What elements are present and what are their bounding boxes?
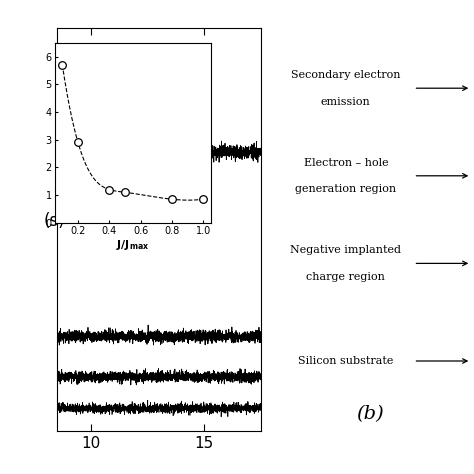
Text: charge region: charge region [306,272,385,282]
Text: (b): (b) [356,406,383,424]
Text: emission: emission [321,97,371,107]
Text: generation region: generation region [295,184,396,194]
X-axis label: $\mathbf{J/J_{max}}$: $\mathbf{J/J_{max}}$ [116,238,149,252]
Text: Negative implanted: Negative implanted [291,246,401,255]
Text: Electron – hole: Electron – hole [303,158,388,168]
Text: Silicon substrate: Silicon substrate [298,356,393,366]
Text: Secondary electron: Secondary electron [291,70,401,80]
Y-axis label: (s): (s) [43,212,65,230]
